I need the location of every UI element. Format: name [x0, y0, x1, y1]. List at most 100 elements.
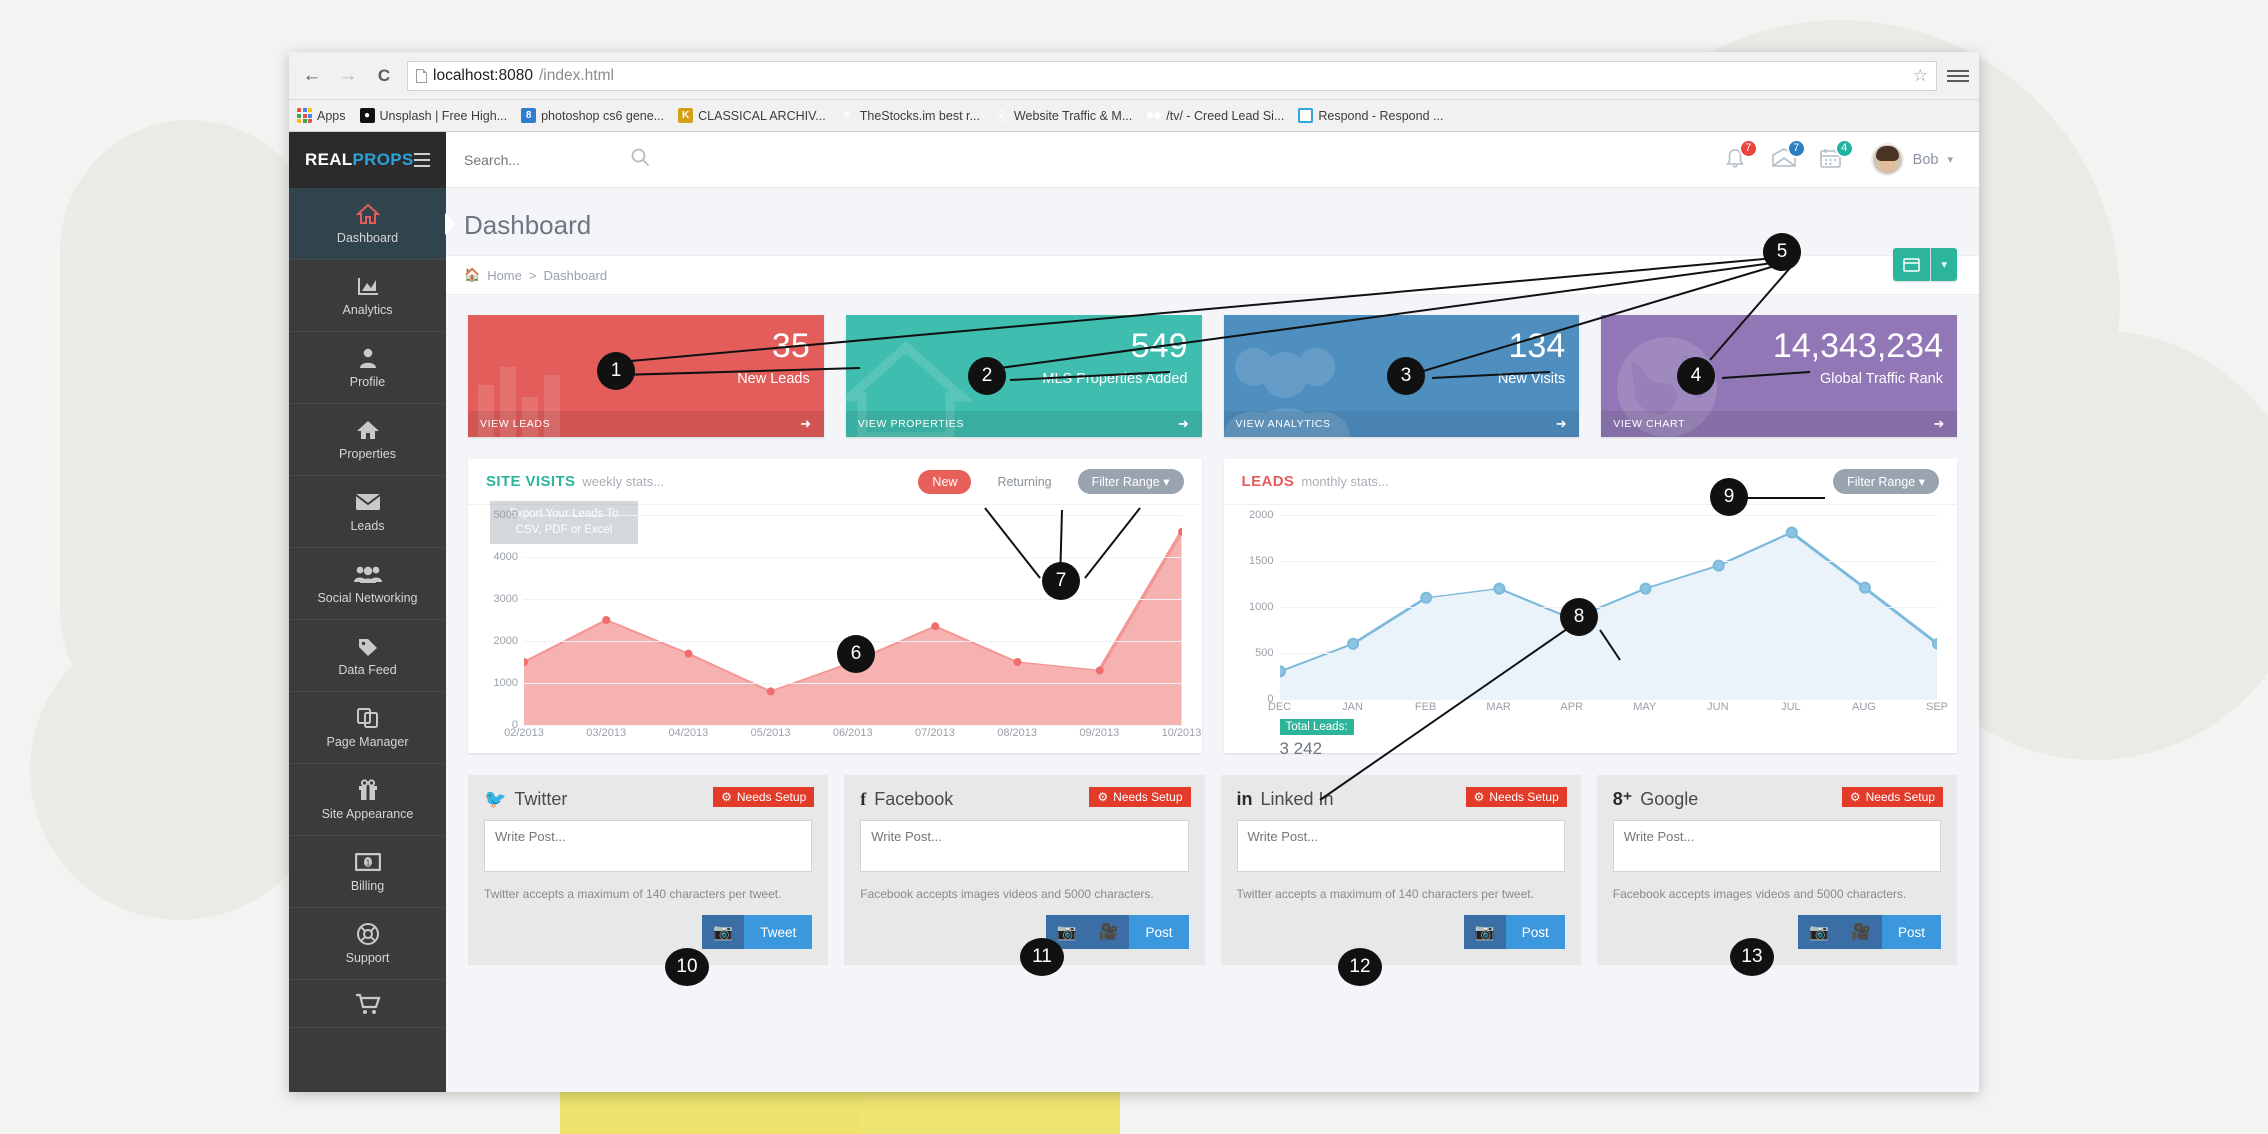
- breadcrumb-home[interactable]: Home: [487, 267, 522, 283]
- social-name: Twitter: [514, 789, 568, 809]
- social-actions: 📷 Tweet: [702, 915, 813, 949]
- bookmark-fourchan[interactable]: ◈◈ /tv/ - Creed Lead Si...: [1146, 108, 1284, 123]
- status-badge[interactable]: ⚙ Needs Setup: [1089, 787, 1191, 807]
- sidebar-item-analytics[interactable]: Analytics: [289, 260, 446, 332]
- kpi-card-global-traffic-rank[interactable]: 14,343,234 Global Traffic Rank VIEW CHAR…: [1601, 315, 1957, 437]
- apps-grid-icon: [297, 108, 312, 123]
- data-point: [1346, 637, 1359, 650]
- people-group-icon: [353, 562, 382, 586]
- callout-4: 4: [1677, 357, 1715, 395]
- filter-range-button[interactable]: Filter Range ▾: [1833, 469, 1939, 494]
- app-logo[interactable]: REALPROPS: [305, 150, 414, 170]
- kpi-footer[interactable]: VIEW CHART ➜: [1601, 411, 1957, 437]
- kpi-value: 549: [1130, 327, 1188, 365]
- arrow-right-circle-icon: ➜: [800, 416, 812, 431]
- date-range-button[interactable]: ▾: [1893, 248, 1957, 281]
- envelope-open-icon[interactable]: 7: [1771, 138, 1806, 173]
- bookmark-unsplash[interactable]: ● Unsplash | Free High...: [359, 108, 508, 123]
- sidebar-item-social-networking[interactable]: Social Networking: [289, 548, 446, 620]
- filter-returning-button[interactable]: Returning: [997, 474, 1052, 489]
- bookmark-label: photoshop cs6 gene...: [541, 108, 665, 123]
- post-button[interactable]: Post: [1505, 915, 1565, 949]
- bookmark-website-traffic[interactable]: ⦿ Website Traffic & M...: [994, 108, 1132, 124]
- x-tick-label: SEP: [1925, 701, 1949, 713]
- bookmark-apps[interactable]: Apps: [297, 108, 346, 123]
- forward-arrow-icon[interactable]: →: [338, 65, 358, 86]
- sidebar-item-cart[interactable]: [289, 980, 446, 1028]
- kpi-footer[interactable]: VIEW LEADS ➜: [468, 411, 824, 437]
- filter-new-button[interactable]: New: [918, 469, 972, 494]
- gridline: [1279, 561, 1937, 562]
- gears-icon: ⚙: [1849, 790, 1861, 804]
- gears-icon: ⚙: [1097, 790, 1109, 804]
- y-tick-label: 500: [1255, 647, 1274, 659]
- kpi-label: New Leads: [737, 371, 810, 387]
- kpi-card-mls-properties[interactable]: 549 MLS Properties Added VIEW PROPERTIES…: [845, 315, 1202, 437]
- callout-7: 7: [1042, 562, 1080, 600]
- data-point: [1931, 637, 1937, 650]
- status-badge[interactable]: ⚙ Needs Setup: [1841, 787, 1943, 807]
- bookmark-thestocks[interactable]: ✕ TheStocks.im best r...: [840, 108, 980, 123]
- kpi-footer[interactable]: VIEW PROPERTIES ➜: [845, 411, 1202, 437]
- status-badge[interactable]: ⚙ Needs Setup: [1465, 787, 1567, 807]
- bookmark-classical-archives[interactable]: K CLASSICAL ARCHIV...: [678, 108, 826, 123]
- y-axis-labels: 0 500 1000 1500 2000: [1238, 509, 1278, 705]
- video-icon[interactable]: 🎥: [1840, 915, 1882, 949]
- area-chart-icon: [356, 274, 380, 298]
- bell-icon[interactable]: 7: [1723, 138, 1758, 173]
- sidebar-item-page-manager[interactable]: Page Manager: [289, 692, 446, 764]
- unsplash-icon: ●: [359, 108, 375, 123]
- y-tick-label: 2000: [493, 635, 518, 647]
- search-input[interactable]: [464, 151, 574, 168]
- address-bar[interactable]: localhost:8080/index.html ☆: [407, 60, 1937, 91]
- camera-icon[interactable]: 📷: [702, 915, 745, 949]
- y-tick-label: 1000: [493, 677, 518, 689]
- sidebar-item-site-appearance[interactable]: Site Appearance: [289, 764, 446, 836]
- sidebar-item-dashboard[interactable]: Dashboard: [289, 188, 446, 260]
- callout-2: 2: [968, 357, 1006, 395]
- kpi-footer[interactable]: VIEW ANALYTICS ➜: [1223, 411, 1580, 437]
- filter-range-button[interactable]: Filter Range ▾: [1077, 469, 1184, 494]
- sidebar-item-data-feed[interactable]: Data Feed: [289, 620, 446, 692]
- bookmark-photoshop[interactable]: 8 photoshop cs6 gene...: [521, 108, 664, 123]
- bookmark-star-icon[interactable]: ☆: [1912, 65, 1928, 85]
- facebook-f-icon: f: [860, 789, 867, 809]
- post-textarea[interactable]: [860, 820, 1189, 872]
- camera-icon[interactable]: 📷: [1463, 915, 1506, 949]
- social-note: Twitter accepts a maximum of 140 charact…: [484, 887, 782, 901]
- search-icon[interactable]: [630, 147, 650, 172]
- post-textarea[interactable]: [484, 820, 813, 872]
- house-icon: [356, 418, 380, 442]
- chevron-down-icon: ▾: [1918, 475, 1925, 489]
- camera-icon[interactable]: 📷: [1798, 915, 1841, 949]
- post-button[interactable]: Post: [1129, 915, 1189, 949]
- sidebar-item-leads[interactable]: Leads: [289, 476, 446, 548]
- notification-badge: 7: [1738, 138, 1758, 158]
- chrome-menu-icon[interactable]: [1947, 68, 1969, 84]
- calendar-icon[interactable]: 4: [1819, 138, 1854, 173]
- status-badge[interactable]: ⚙ Needs Setup: [713, 787, 815, 807]
- sidebar-item-properties[interactable]: Properties: [289, 404, 446, 476]
- x-axis-labels: 02/2013 03/2013 04/2013 05/2013 06/2013 07/20…: [504, 727, 1201, 747]
- post-textarea[interactable]: [1612, 820, 1941, 872]
- sidebar-item-billing[interactable]: 1 Billing: [289, 836, 446, 908]
- panel-controls: New Returning Filter Range ▾: [918, 469, 1184, 494]
- back-arrow-icon[interactable]: ←: [302, 65, 322, 86]
- video-icon[interactable]: 🎥: [1087, 915, 1130, 949]
- user-menu[interactable]: Bob ▾: [1870, 143, 1953, 176]
- y-tick-label: 1000: [1249, 601, 1274, 613]
- bookmark-respond[interactable]: Respond - Respond ...: [1298, 108, 1443, 123]
- tweet-button[interactable]: Tweet: [744, 915, 813, 949]
- status-badge-label: Needs Setup: [1113, 790, 1183, 804]
- post-textarea[interactable]: [1236, 820, 1565, 872]
- sidebar-item-profile[interactable]: Profile: [289, 332, 446, 404]
- kpi-card-new-leads[interactable]: 35 New Leads VIEW LEADS ➜: [468, 315, 824, 437]
- bookmark-label: Unsplash | Free High...: [379, 108, 508, 123]
- reload-icon[interactable]: C: [377, 66, 391, 85]
- status-badge-label: Needs Setup: [736, 790, 807, 804]
- post-button[interactable]: Post: [1881, 915, 1941, 949]
- plot-area: [522, 515, 1184, 726]
- sidebar-item-support[interactable]: Support: [289, 908, 446, 980]
- hamburger-icon[interactable]: [413, 153, 430, 167]
- x-tick-label: DEC: [1267, 701, 1292, 713]
